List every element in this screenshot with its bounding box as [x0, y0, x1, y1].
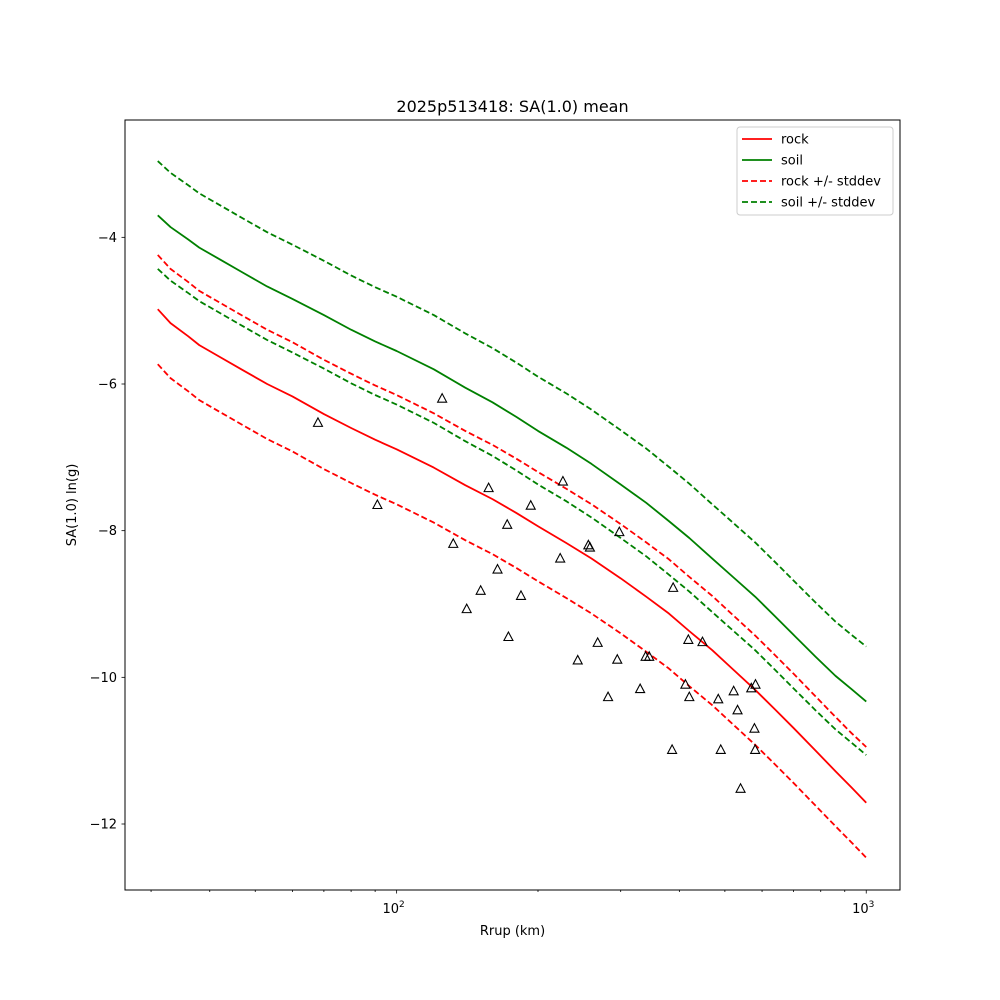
- plot-area: [125, 120, 900, 890]
- series-line-rock: [157, 308, 867, 804]
- observation-marker: [682, 633, 694, 644]
- observation-marker: [611, 653, 623, 664]
- observation-marker: [515, 589, 527, 600]
- observation-marker: [745, 682, 757, 693]
- observation-marker: [697, 635, 708, 647]
- observation-marker: [475, 584, 487, 595]
- observation-marker: [750, 678, 761, 689]
- observation-marker: [447, 537, 459, 548]
- legend-box: [736, 126, 894, 216]
- observation-marker: [592, 636, 604, 647]
- y-tick-label: −6: [98, 378, 117, 393]
- observation-marker: [436, 392, 448, 403]
- observation-marker: [602, 690, 614, 702]
- observation-marker: [749, 722, 760, 733]
- observation-marker: [371, 498, 383, 510]
- observation-marker: [525, 499, 537, 510]
- y-axis-label: SA(1.0) ln(g): [65, 464, 80, 547]
- observation-marker: [312, 416, 324, 427]
- x-tick-label: 102: [382, 900, 404, 917]
- observation-marker: [728, 685, 740, 696]
- y-tick-label: −4: [98, 231, 117, 246]
- observation-marker: [557, 475, 569, 486]
- series-line-stddev-band: [157, 268, 867, 756]
- x-tick-label: 103: [852, 900, 874, 917]
- observation-marker: [613, 525, 625, 537]
- observation-marker: [554, 552, 566, 563]
- observation-marker: [461, 602, 473, 614]
- observation-marker: [483, 481, 495, 493]
- legend-label: rock +/- stddev: [781, 175, 881, 190]
- series-line-stddev-band: [157, 363, 867, 859]
- y-tick-label: −8: [98, 524, 117, 539]
- observation-marker: [634, 682, 646, 694]
- y-tick-label: −12: [90, 818, 117, 833]
- observation-marker: [584, 541, 596, 552]
- series-line-soil: [157, 214, 867, 703]
- observation-marker: [667, 581, 679, 592]
- observation-marker: [712, 693, 724, 704]
- plot-frame: [124, 119, 901, 891]
- legend-label: rock: [781, 133, 809, 148]
- observation-marker: [572, 654, 584, 665]
- observation-marker: [749, 743, 761, 754]
- observation-marker: [679, 678, 691, 689]
- series-line-soil-stddev: [157, 160, 867, 648]
- observation-marker: [715, 743, 727, 754]
- legend: rock soil rock +/- stddev soil +/- stddev: [736, 126, 894, 216]
- observation-marker: [643, 650, 655, 661]
- observation-marker: [732, 704, 743, 715]
- series-line-rock-stddev: [157, 254, 867, 748]
- observation-marker: [666, 743, 678, 754]
- observation-marker: [503, 630, 514, 642]
- y-tick-label: −10: [90, 671, 117, 686]
- x-axis-label: Rrup (km): [480, 924, 545, 939]
- chart-title: 2025p513418: SA(1.0) mean: [396, 97, 628, 116]
- observation-marker: [492, 563, 503, 574]
- observation-marker: [683, 690, 695, 702]
- observation-marker: [501, 518, 513, 529]
- legend-label: soil +/- stddev: [781, 196, 876, 211]
- legend-label: soil: [781, 154, 803, 169]
- observation-marker: [735, 782, 746, 793]
